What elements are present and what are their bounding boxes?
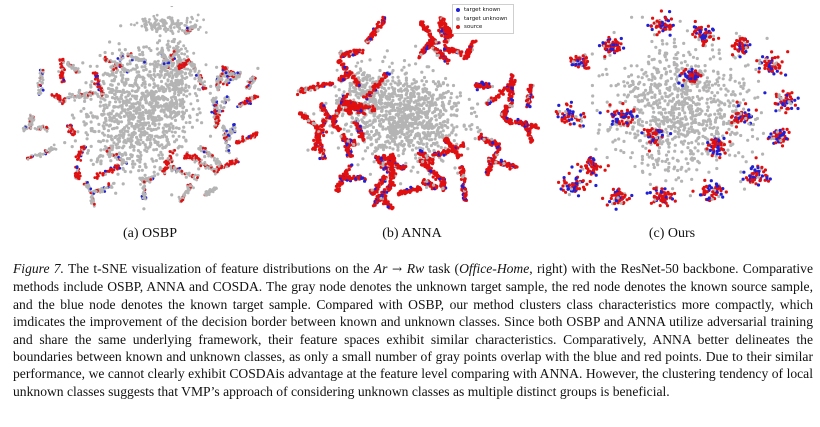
legend-marker-source xyxy=(456,25,460,30)
legend-marker-target-unknown xyxy=(456,16,460,21)
tsne-scatter-osbp xyxy=(21,6,260,211)
tsne-scatter-ours xyxy=(554,9,800,211)
legend-item-target-unknown: target unknown xyxy=(456,15,510,24)
subcaption-anna: (b) ANNA xyxy=(382,226,442,241)
anna-point-cloud xyxy=(296,15,540,211)
legend-marker-target-known xyxy=(456,8,460,13)
caption-text-1: The t-SNE visualization of feature distr… xyxy=(63,261,374,276)
legend-label-source: source xyxy=(464,24,483,30)
caption-text-2: task ( xyxy=(424,261,460,276)
legend-item-source: source xyxy=(456,23,510,32)
tsne-plot-ours xyxy=(552,6,802,220)
plot-legend: target known target unknown source xyxy=(452,4,514,34)
figure-label: Figure 7. xyxy=(13,261,64,276)
osbp-point-cloud xyxy=(21,6,260,211)
caption-math-target-domain: Rw xyxy=(406,261,425,276)
figure-row: target known target unknown source (a) O… xyxy=(18,4,802,241)
ours-point-cloud xyxy=(554,9,800,211)
caption-math-source-domain: Ar xyxy=(373,261,388,276)
legend-label-target-unknown: target unknown xyxy=(464,15,508,22)
subcaption-osbp: (a) OSBP xyxy=(122,226,178,241)
legend-item-target-known: target known xyxy=(456,6,510,15)
subcaption-ours: (c) Ours xyxy=(648,226,696,241)
caption-text-3: , right) with the ResNet-50 backbone. Co… xyxy=(13,261,814,399)
figure-caption: Figure 7. The t-SNE visualization of fea… xyxy=(13,260,813,400)
caption-arrow: → xyxy=(387,262,407,276)
legend-label-target-known: target known xyxy=(464,7,501,13)
caption-dataset-name: Office-Home xyxy=(459,261,530,276)
tsne-plot-anna xyxy=(292,6,542,220)
tsne-scatter-anna xyxy=(296,15,540,211)
tsne-plot-osbp xyxy=(18,6,288,220)
